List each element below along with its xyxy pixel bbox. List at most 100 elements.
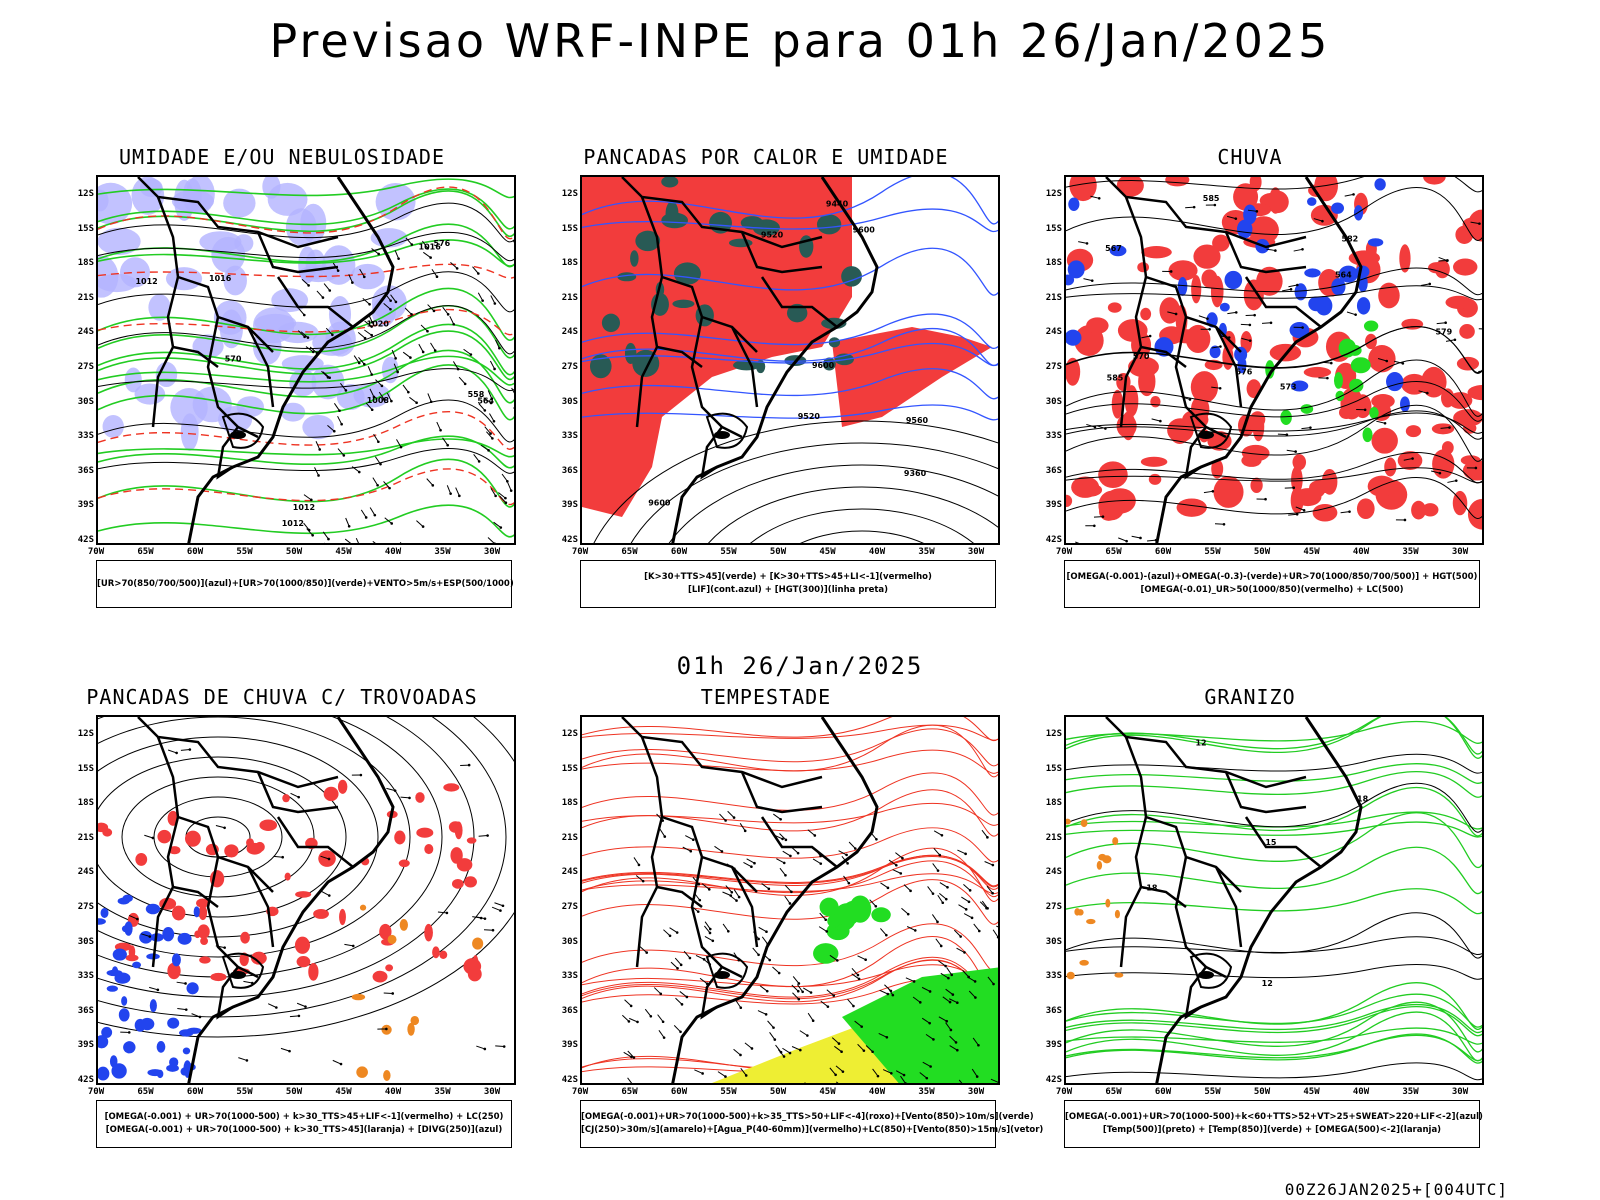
wind-vector: [791, 984, 799, 992]
divergence-blue-area: [182, 1047, 191, 1055]
wind-vector-head: [986, 836, 989, 839]
streamline-arrow: [1147, 539, 1157, 542]
wind-vector: [854, 1020, 863, 1028]
wind-vector-head: [458, 494, 461, 498]
wind-vector-head: [928, 1021, 931, 1025]
divergence-blue-area: [98, 1066, 110, 1081]
wind-vector: [378, 391, 385, 400]
contour-label: 9600: [648, 499, 671, 508]
streamline-arrow-head: [499, 909, 502, 912]
map-frame: [580, 715, 1000, 1085]
instability-area: [832, 327, 992, 427]
wind-vector: [704, 921, 711, 930]
wind-vector-head: [889, 989, 893, 993]
rain-green-area: [1363, 320, 1379, 332]
wind-vector-head: [949, 1028, 953, 1032]
wind-vector-head: [837, 1042, 841, 1045]
wind-vector-head: [941, 901, 945, 905]
lat-tick-label: 12S: [1045, 729, 1062, 739]
wind-vector-head: [382, 398, 386, 401]
water-vapor-contour: [582, 749, 998, 774]
contour-label: 576: [1236, 367, 1253, 376]
divergence-blue-area: [149, 999, 157, 1013]
rain-green-area: [1362, 427, 1373, 443]
wind-vector-head: [744, 1074, 748, 1077]
wind-vector-head: [928, 990, 932, 993]
contour-label: 564: [1335, 270, 1352, 279]
wind-vector: [938, 1016, 947, 1022]
wind-vector-head: [499, 526, 503, 529]
lif-contour: [582, 177, 998, 225]
wind-vector-head: [318, 448, 322, 451]
wind-vector-head: [426, 247, 429, 250]
panel-title: PANCADAS POR CALOR E UMIDADE: [583, 145, 949, 169]
lat-tick-label: 24S: [561, 327, 578, 338]
wind-vector-head: [876, 1074, 880, 1078]
wind-vector-head: [925, 1076, 929, 1080]
humidity-green-contour: [98, 349, 514, 404]
temp850-contour: [1066, 993, 1482, 1028]
rain-red-area: [1140, 307, 1152, 321]
omega-orange-area: [1086, 918, 1096, 925]
omega-orange-area: [1079, 959, 1089, 966]
wind-vector: [364, 320, 372, 327]
streamline-arrow-head: [327, 894, 331, 897]
contour-label: 570: [225, 355, 242, 364]
streamline-arrow-head: [1438, 471, 1442, 475]
rain-red-area: [1140, 456, 1168, 467]
lon-tick-label: 45W: [819, 1087, 836, 1097]
streamline-arrow-head: [1255, 210, 1259, 213]
wind-vector-head: [636, 1020, 639, 1024]
humidity-blue-area: [350, 263, 385, 290]
contour-label: 573: [1280, 382, 1297, 391]
streamline-arrow-head: [385, 1027, 388, 1031]
streamline-arrow: [400, 796, 410, 799]
thickness-contour: [98, 411, 514, 450]
wind-vector: [337, 415, 343, 425]
panel-title: GRANIZO: [1204, 685, 1296, 709]
temp850-contour: [1066, 720, 1482, 744]
wind-vector: [834, 1045, 842, 1053]
water-vapor-contour: [582, 728, 998, 767]
wind-vector-head: [913, 929, 917, 932]
wind-vector-head: [904, 1082, 907, 1083]
lat-tick-label: 18S: [77, 258, 94, 269]
border-line: [690, 316, 743, 439]
streamline-arrow: [320, 855, 330, 860]
rain-red-area: [1212, 234, 1230, 252]
wind-vector: [865, 1045, 873, 1053]
streamline-arrow: [1288, 284, 1298, 288]
streamline-arrow-head: [1285, 433, 1289, 436]
rain-red-area: [1309, 479, 1337, 494]
contour-label: 9560: [906, 416, 929, 425]
rain-green-area: [1350, 357, 1371, 374]
wind-vector: [921, 1017, 930, 1024]
lat-tick-label: 42S: [77, 535, 94, 545]
valid-time-label: 01h 26/Jan/2025: [676, 652, 924, 680]
divergence-blue-area: [121, 996, 128, 1006]
wind-vector: [826, 989, 835, 996]
wind-vector: [399, 542, 402, 543]
border-line: [740, 231, 823, 274]
pressure-contour: [98, 368, 514, 392]
wind-vector-head: [685, 995, 689, 999]
streamline-arrow-head: [184, 1008, 188, 1011]
contour-label: 18: [1357, 795, 1369, 804]
wind-vector: [937, 894, 944, 904]
rain-green-area: [1334, 372, 1343, 389]
lat-tick-label: 15S: [77, 763, 94, 774]
lon-tick-label: 35W: [918, 547, 935, 557]
wind-vector: [498, 492, 506, 499]
wind-vector: [372, 540, 376, 543]
wind-vector-head: [768, 958, 771, 962]
streamline-arrow: [149, 986, 158, 991]
wind-vector: [777, 1049, 785, 1057]
lat-tick-label: 27S: [77, 902, 94, 912]
streamline-arrow: [1090, 195, 1100, 199]
streamline-arrow-head: [1295, 512, 1299, 516]
lon-tick-label: 30W: [483, 547, 501, 557]
wind-vector-head: [477, 460, 481, 463]
rain-red-area: [1460, 455, 1481, 466]
wind-vector: [922, 1061, 931, 1067]
